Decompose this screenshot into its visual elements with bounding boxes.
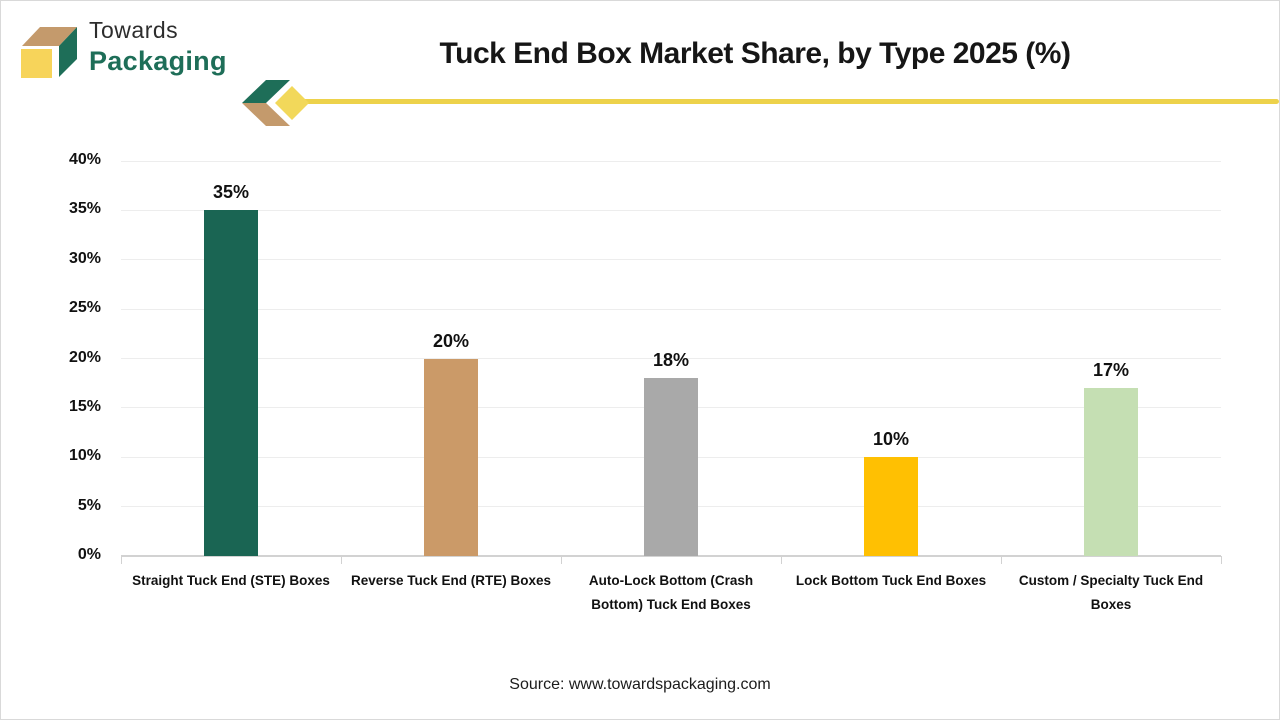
- bar: [204, 210, 258, 556]
- y-tick-label: 0%: [77, 546, 101, 563]
- bar-value-label: 17%: [1092, 360, 1130, 381]
- gridline: [121, 209, 1221, 211]
- bar-value-label: 10%: [872, 429, 910, 450]
- gridline: [121, 160, 1221, 162]
- category-tick: [561, 556, 562, 564]
- y-tick-label: 20%: [68, 348, 101, 366]
- bar-value-label: 18%: [652, 350, 690, 371]
- category-tick: [1001, 556, 1002, 564]
- category-tick: [1221, 556, 1222, 564]
- y-tick-label: 40%: [68, 151, 101, 168]
- x-axis-line: [121, 555, 1221, 557]
- category-label: Auto-Lock Bottom (Crash Bottom) Tuck End…: [588, 573, 754, 612]
- page-title: Tuck End Box Market Share, by Type 2025 …: [439, 37, 1071, 70]
- y-tick-label: 10%: [68, 447, 101, 465]
- y-tick-label: 5%: [77, 496, 101, 514]
- category-label: Lock Bottom Tuck End Boxes: [795, 573, 987, 588]
- logo-word-towards: Towards: [89, 17, 179, 43]
- bar-value-label: 20%: [432, 330, 470, 351]
- y-tick-label: 30%: [68, 249, 101, 267]
- bar: [424, 358, 478, 556]
- category-tick: [341, 556, 342, 564]
- y-tick-label: 35%: [68, 200, 101, 218]
- bar: [644, 378, 698, 556]
- category-label: Custom / Specialty Tuck End Boxes: [1018, 573, 1204, 612]
- gridline: [121, 259, 1221, 261]
- bar: [864, 457, 918, 556]
- y-tick-label: 25%: [68, 299, 101, 317]
- y-tick-label: 15%: [68, 397, 101, 415]
- divider-line: [297, 99, 1279, 104]
- towards-packaging-logo: Towards Packaging: [13, 11, 243, 83]
- logo-word-packaging: Packaging: [89, 46, 227, 76]
- gridline: [121, 358, 1221, 359]
- divider-chevron-icon: [242, 80, 309, 126]
- gridline: [121, 308, 1221, 310]
- bar: [1084, 388, 1138, 556]
- category-tick: [781, 556, 782, 564]
- box-logo-icon: [21, 27, 77, 78]
- source-text: Source: www.towardspackaging.com: [509, 676, 771, 693]
- bar-value-label: 35%: [212, 182, 250, 203]
- category-tick: [121, 556, 122, 564]
- category-label: Straight Tuck End (STE) Boxes: [132, 573, 330, 588]
- category-label: Reverse Tuck End (RTE) Boxes: [350, 573, 552, 588]
- logo-text: Towards Packaging: [89, 17, 227, 77]
